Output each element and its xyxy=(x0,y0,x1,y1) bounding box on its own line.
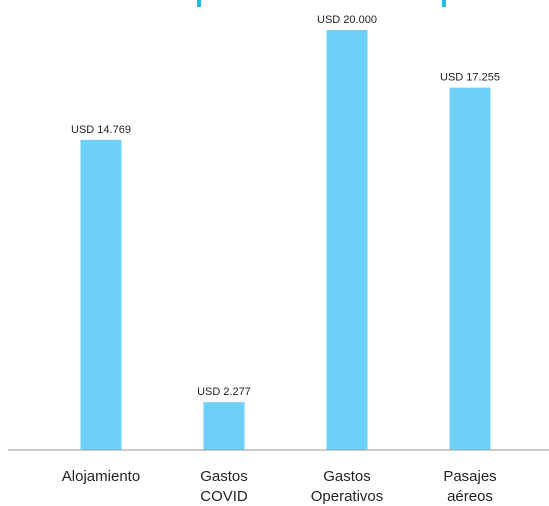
bar xyxy=(80,139,122,450)
category-label-line: Operativos xyxy=(311,488,384,505)
bars xyxy=(80,30,491,451)
category-label-line: Gastos xyxy=(200,468,248,485)
category-label-line: COVID xyxy=(200,488,248,505)
bar xyxy=(449,87,491,451)
category-labels: Alojamiento Gastos COVID Gastos Operativos Pa… xyxy=(62,468,497,505)
bar xyxy=(326,30,368,450)
bar xyxy=(203,402,245,450)
category-label-line: Pasajes xyxy=(443,468,496,485)
bar-value-label: USD 14.769 xyxy=(71,124,131,136)
category-label: Pasajes aéreos xyxy=(443,468,496,505)
category-label-line: Alojamiento xyxy=(62,468,140,485)
category-label: Alojamiento xyxy=(62,468,140,485)
clipped-title-marks xyxy=(197,0,446,7)
value-labels: USD 14.769 USD 2.277 USD 20.000 USD 17.255 xyxy=(71,14,500,398)
bar-value-label: USD 2.277 xyxy=(197,386,251,398)
bar-value-label: USD 20.000 xyxy=(317,14,377,26)
clipped-title-mark xyxy=(442,0,446,7)
category-label-line: Gastos xyxy=(323,468,371,485)
clipped-title-mark xyxy=(197,0,201,7)
bar-value-label: USD 17.255 xyxy=(440,72,500,84)
category-label: Gastos COVID xyxy=(200,468,248,505)
category-label: Gastos Operativos xyxy=(311,468,384,505)
category-label-line: aéreos xyxy=(447,488,493,505)
